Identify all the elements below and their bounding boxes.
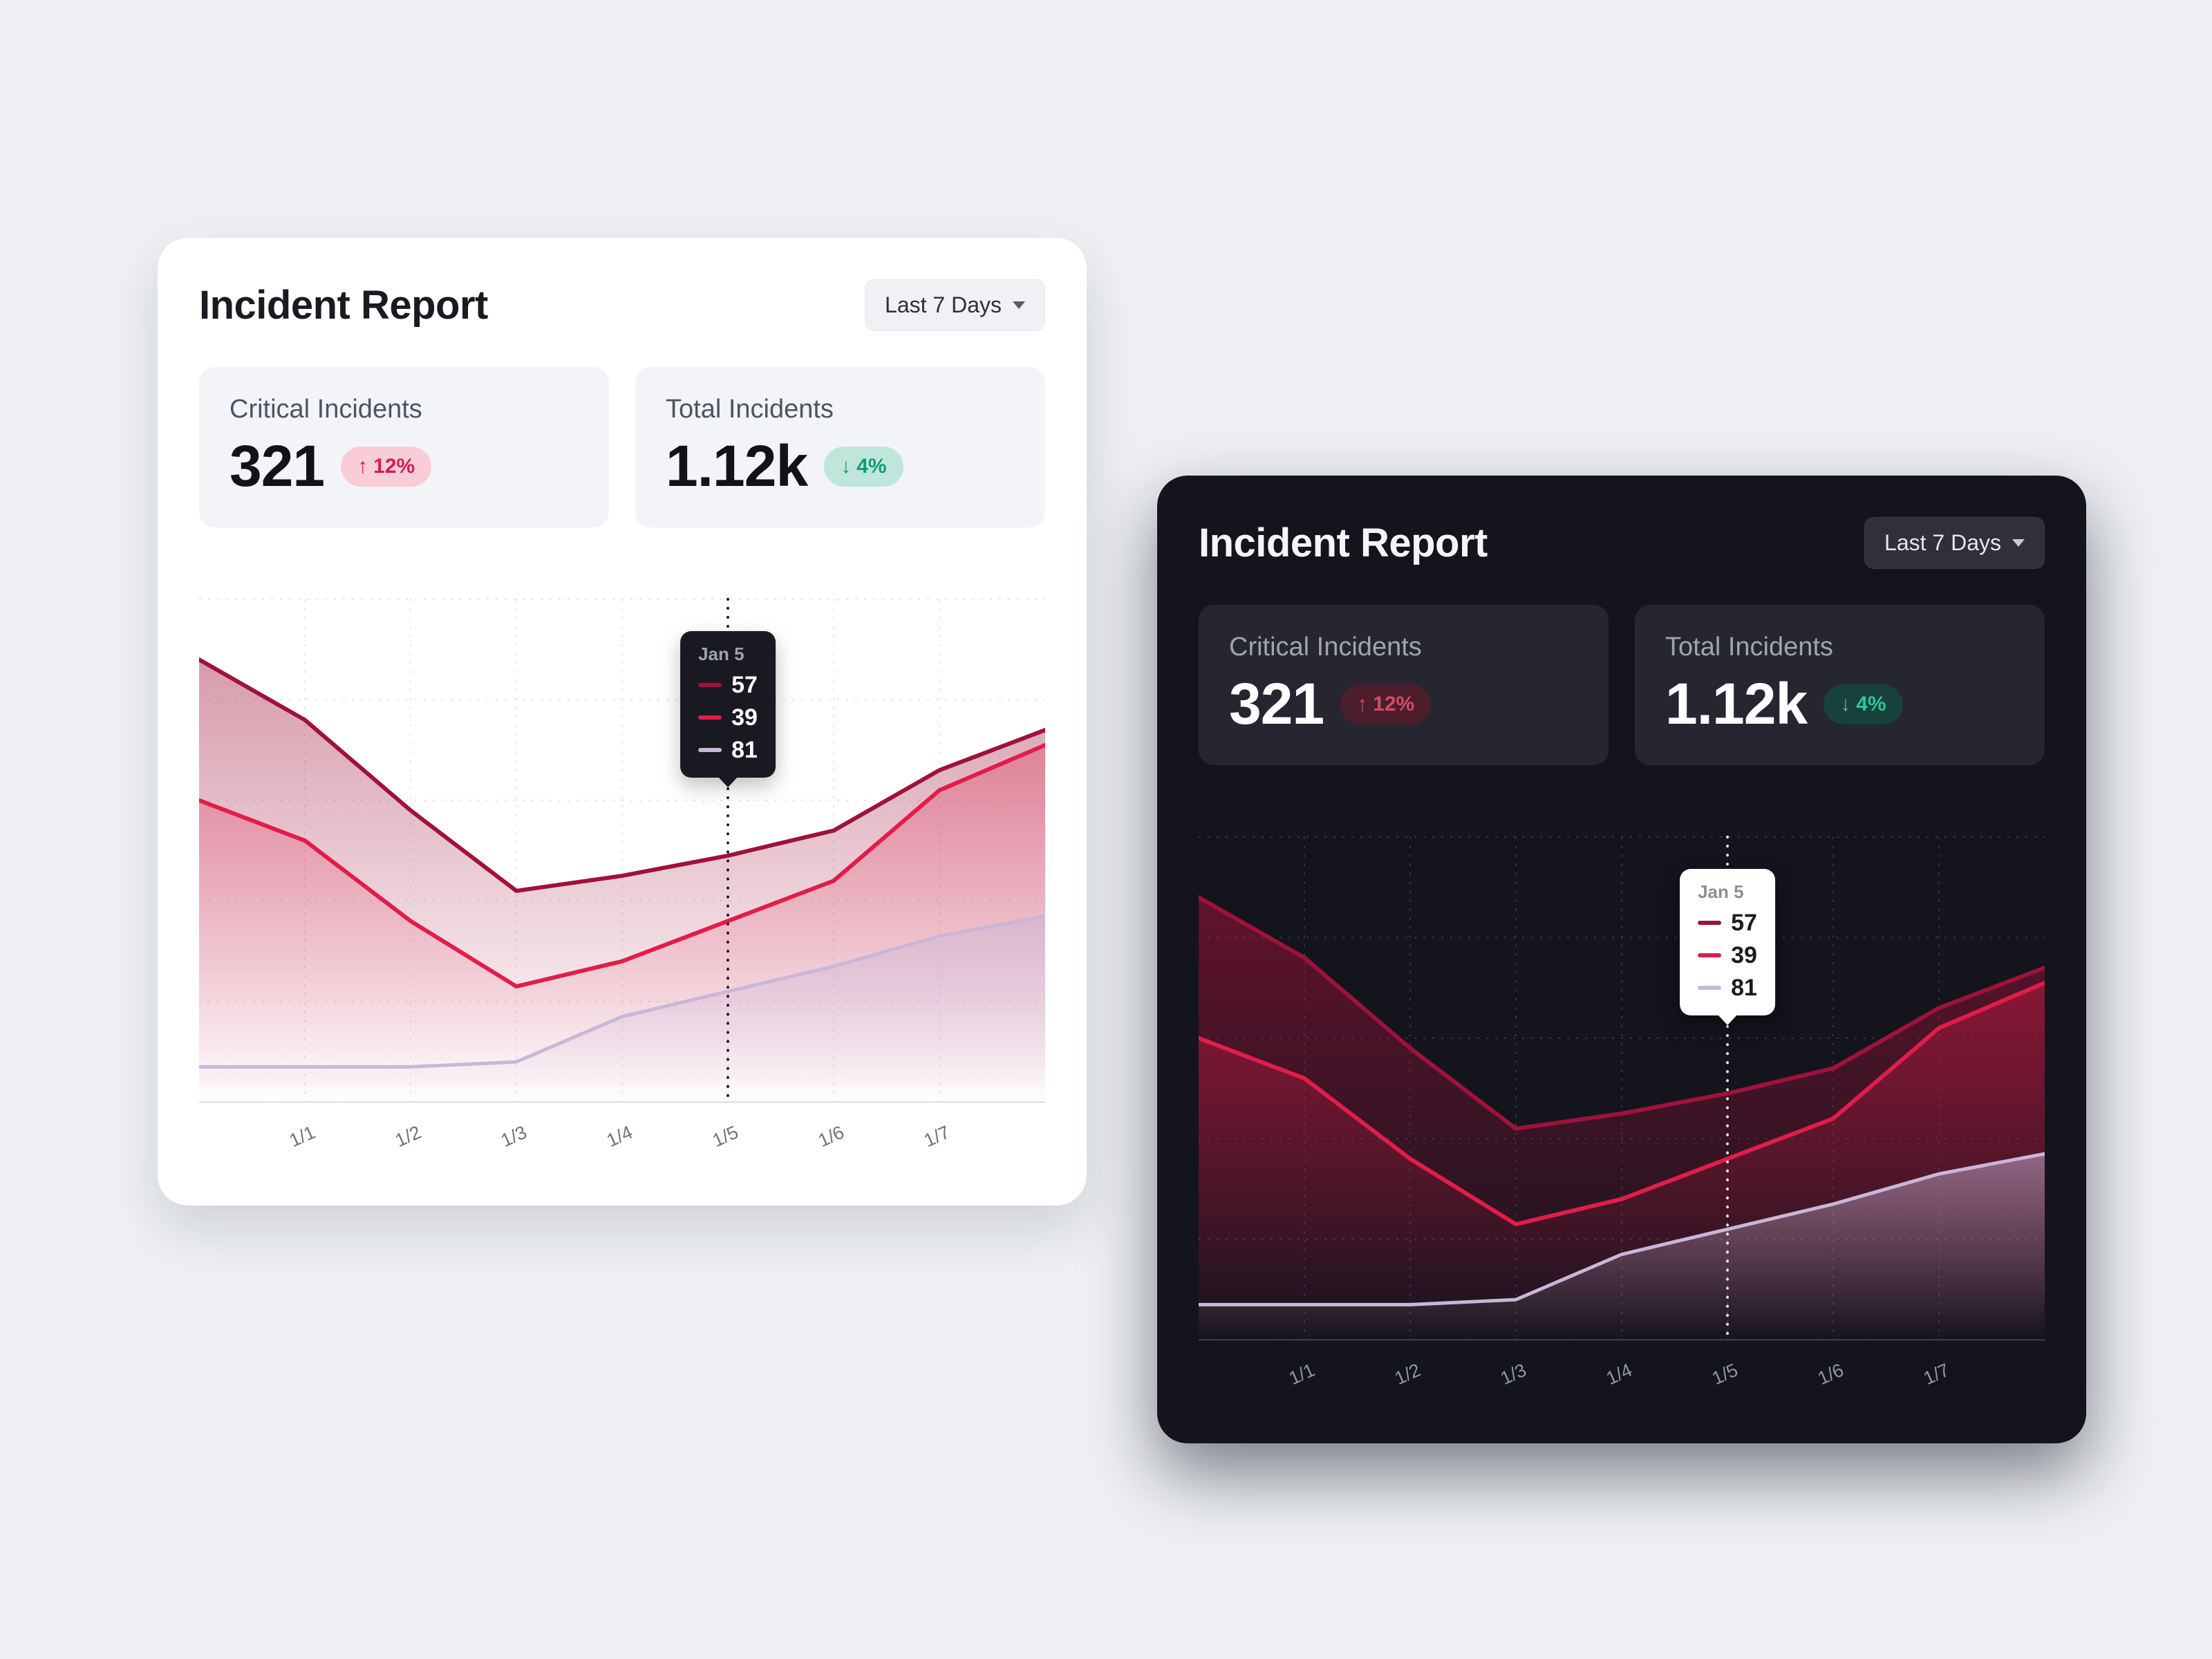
series-line-minor-lavender [1199, 1152, 2045, 1306]
range-selector[interactable]: Last 7 Days [1864, 517, 2045, 569]
incident-chart-svg: 1/1 1/2 1/3 1/4 1/5 1/6 1/7 [199, 597, 1045, 1152]
x-tick-label: 1/7 [1920, 1360, 1952, 1389]
tooltip-swatch [698, 715, 722, 720]
range-selector-label: Last 7 Days [1884, 530, 2001, 555]
stat-value-row: 321 ↑ 12% [1229, 671, 1578, 738]
card-title: Incident Report [199, 283, 488, 328]
stat-delta-badge: ↑ 12% [341, 446, 432, 487]
tooltip-row: 39 [1698, 942, 1757, 969]
x-tick-label: 1/3 [1497, 1360, 1529, 1389]
chart-tooltip: Jan 5 57 39 81 [680, 630, 776, 787]
stat-value-row: 1.12k ↓ 4% [666, 433, 1015, 500]
tooltip-pointer [718, 776, 738, 787]
arrow-up-icon: ↑ [1357, 692, 1368, 715]
chevron-down-icon [2012, 539, 2025, 547]
stat-total-incidents: Total Incidents 1.12k ↓ 4% [635, 367, 1045, 527]
x-tick-label: 1/6 [815, 1122, 847, 1152]
tooltip-swatch [698, 748, 722, 753]
stat-critical-incidents: Critical Incidents 321 ↑ 12% [1199, 605, 1609, 765]
tooltip-row: 39 [698, 704, 758, 731]
stat-delta: 12% [373, 454, 415, 478]
series-line-critical-dark-red [1199, 895, 2045, 1131]
card-title: Incident Report [1199, 521, 1488, 565]
arrow-down-icon: ↓ [841, 454, 852, 478]
stat-delta-badge: ↓ 4% [824, 446, 903, 487]
stat-delta: 12% [1373, 692, 1415, 715]
tooltip-date: Jan 5 [698, 643, 744, 664]
stat-delta-badge: ↑ 12% [1340, 684, 1432, 724]
x-tick-label: 1/5 [709, 1122, 741, 1152]
tooltip-swatch [1698, 921, 1722, 926]
stat-label: Total Incidents [1665, 632, 1833, 662]
chart-tooltip: Jan 5 57 39 81 [1680, 868, 1775, 1025]
incident-report-card-dark: Incident Report Last 7 Days Critical Inc… [1157, 476, 2086, 1443]
tooltip-value: 57 [731, 671, 758, 698]
tooltip-row: 57 [1698, 910, 1757, 937]
stat-value: 321 [229, 433, 325, 498]
tooltip-value: 39 [731, 704, 758, 731]
x-tick-label: 1/3 [498, 1122, 529, 1152]
x-tick-label: 1/1 [286, 1122, 318, 1152]
stat-label: Critical Incidents [1229, 632, 1422, 662]
incident-chart-svg: 1/1 1/2 1/3 1/4 1/5 1/6 1/7 [1199, 835, 2045, 1389]
tooltip-row: 81 [1698, 975, 1757, 1002]
series-line-critical-dark-red [199, 657, 1045, 893]
stat-value-row: 321 ↑ 12% [229, 433, 579, 500]
x-tick-label: 1/6 [1815, 1360, 1846, 1389]
stat-label: Critical Incidents [229, 395, 422, 424]
card-header: Incident Report Last 7 Days [1199, 517, 2045, 569]
incident-chart[interactable]: 1/1 1/2 1/3 1/4 1/5 1/6 1/7 Jan 5 57 39 81 [1199, 809, 2045, 1402]
series-area-minor-lavender [1199, 1154, 2045, 1340]
tooltip-row: 81 [698, 737, 758, 764]
series-line-major-pink [199, 742, 1045, 988]
x-tick-label: 1/2 [1391, 1360, 1423, 1389]
stat-value: 1.12k [666, 433, 808, 498]
tooltip-swatch [698, 683, 722, 688]
incident-report-card-light: Incident Report Last 7 Days Critical Inc… [158, 238, 1087, 1206]
tooltip-value: 81 [1731, 974, 1757, 1001]
tooltip-row: 57 [698, 672, 758, 699]
stat-value: 321 [1229, 671, 1324, 736]
stat-total-incidents: Total Incidents 1.12k ↓ 4% [1635, 605, 2045, 765]
arrow-down-icon: ↓ [1840, 692, 1851, 715]
tooltip-swatch [1698, 953, 1722, 958]
stat-label: Total Incidents [666, 395, 834, 424]
arrow-up-icon: ↑ [357, 454, 368, 478]
x-tick-label: 1/4 [603, 1122, 636, 1152]
x-tick-label: 1/4 [1603, 1360, 1635, 1389]
series-line-minor-lavender [199, 914, 1045, 1069]
tooltip-pointer [1717, 1014, 1737, 1025]
range-selector[interactable]: Last 7 Days [865, 279, 1045, 331]
incident-chart[interactable]: 1/1 1/2 1/3 1/4 1/5 1/6 1/7 Jan 5 57 39 81 [199, 572, 1045, 1164]
range-selector-label: Last 7 Days [885, 292, 1002, 317]
stat-value: 1.12k [1665, 671, 1808, 736]
stat-delta: 4% [856, 454, 887, 478]
card-header: Incident Report Last 7 Days [199, 279, 1045, 331]
tooltip-value: 39 [1731, 941, 1757, 968]
stat-value-row: 1.12k ↓ 4% [1665, 671, 2014, 738]
x-tick-label: 1/5 [1709, 1360, 1741, 1389]
tooltip-date: Jan 5 [1698, 881, 1744, 902]
stat-delta: 4% [1856, 692, 1886, 715]
x-tick-label: 1/7 [921, 1122, 953, 1152]
stat-critical-incidents: Critical Incidents 321 ↑ 12% [199, 367, 609, 527]
x-tick-label: 1/1 [1286, 1360, 1318, 1389]
tooltip-value: 57 [1731, 909, 1757, 936]
stats-row: Critical Incidents 321 ↑ 12% Total Incid… [199, 367, 1045, 527]
series-area-minor-lavender [199, 916, 1045, 1103]
x-tick-label: 1/2 [392, 1122, 424, 1152]
series-line-major-pink [1199, 980, 2045, 1226]
chevron-down-icon [1013, 301, 1025, 309]
stats-row: Critical Incidents 321 ↑ 12% Total Incid… [1199, 605, 2045, 765]
tooltip-swatch [1698, 986, 1722, 991]
tooltip-value: 81 [731, 736, 758, 763]
stat-delta-badge: ↓ 4% [1824, 684, 1903, 724]
